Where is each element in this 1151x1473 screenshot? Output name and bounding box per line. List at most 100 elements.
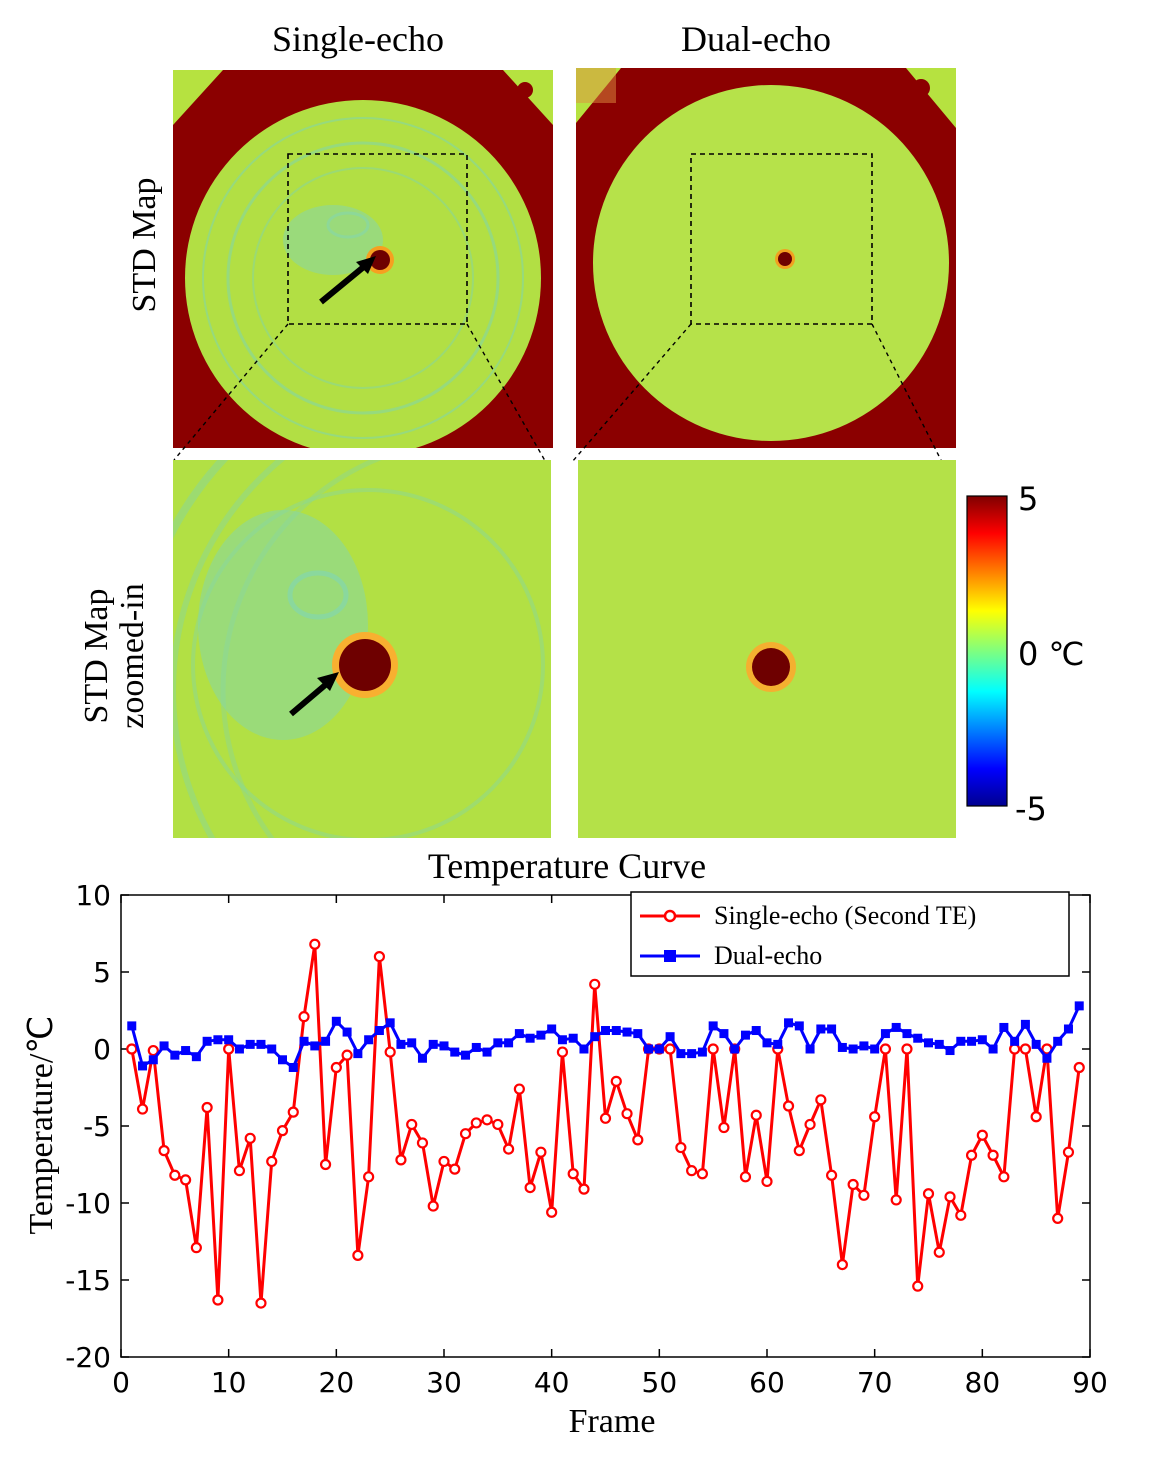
data-point <box>1063 1024 1073 1034</box>
data-point <box>707 1043 719 1055</box>
data-point <box>718 1121 730 1134</box>
connector-line <box>173 323 289 461</box>
data-point <box>837 1042 847 1052</box>
row-label-zoomed-line2: zoomed-in <box>114 583 151 729</box>
data-point <box>805 1044 815 1054</box>
data-point <box>384 1046 396 1058</box>
data-point <box>794 1021 804 1031</box>
zoom-connectors <box>173 323 945 467</box>
connector-line <box>571 323 692 463</box>
data-point <box>438 1155 450 1168</box>
series-layer <box>126 938 1085 1309</box>
chart-title: Temperature Curve <box>428 846 706 886</box>
data-point <box>309 938 321 950</box>
data-point <box>622 1027 632 1037</box>
x-tick-label: 60 <box>749 1366 785 1399</box>
data-point <box>493 1038 503 1048</box>
data-point <box>773 1039 783 1049</box>
legend: Single-echo (Second TE) Dual-echo <box>630 891 1070 977</box>
data-point <box>816 1024 826 1034</box>
ripple-ring <box>226 141 500 415</box>
legend-marker-dual-echo <box>664 950 676 962</box>
data-point <box>1052 1212 1064 1224</box>
data-point <box>825 1169 838 1181</box>
data-point <box>148 1055 158 1065</box>
data-point <box>287 1106 299 1118</box>
data-point <box>869 1111 881 1123</box>
data-point <box>524 1182 536 1194</box>
data-point <box>610 1075 622 1087</box>
data-point <box>470 1117 482 1129</box>
data-point <box>201 1101 213 1114</box>
data-point <box>890 1194 902 1206</box>
data-point <box>977 1035 987 1045</box>
data-point <box>1074 1001 1084 1011</box>
data-point <box>1042 1053 1052 1063</box>
data-point <box>675 1141 687 1154</box>
data-point <box>481 1114 493 1126</box>
data-point <box>633 1029 643 1039</box>
data-point <box>870 1044 880 1054</box>
data-point <box>858 1189 870 1201</box>
data-point <box>353 1049 363 1059</box>
data-point <box>233 1165 246 1177</box>
ripple-ring <box>202 117 524 439</box>
arrow-head <box>317 672 339 691</box>
data-point <box>234 1044 244 1054</box>
data-point <box>395 1154 407 1166</box>
data-point <box>589 978 601 990</box>
ripple-patch <box>283 205 383 275</box>
data-point <box>804 1118 816 1131</box>
data-point <box>922 1188 935 1200</box>
data-point <box>266 1155 278 1168</box>
data-point <box>945 1046 955 1056</box>
data-point <box>762 1038 772 1048</box>
data-point <box>525 1033 535 1043</box>
data-point <box>654 1044 664 1054</box>
x-tick-label: 90 <box>1072 1366 1108 1399</box>
y-tick-label: 10 <box>75 879 111 912</box>
data-point <box>352 1249 364 1261</box>
data-point <box>719 1029 729 1039</box>
data-point <box>1020 1019 1030 1029</box>
data-point <box>632 1134 644 1146</box>
arrow-shaft <box>289 678 332 717</box>
data-point <box>298 1011 310 1023</box>
y-tick-label: -5 <box>83 1110 111 1143</box>
x-tick-label: 80 <box>965 1366 1001 1399</box>
data-point <box>590 1032 600 1042</box>
data-point <box>933 1246 945 1258</box>
data-point <box>278 1055 287 1065</box>
temperature-chart: Temperature Curve 0 10 20 30 40 50 60 70 80 90 10… <box>23 846 1108 1440</box>
data-point <box>1073 1061 1085 1074</box>
x-tick-label: 0 <box>112 1366 130 1399</box>
data-point <box>374 1026 384 1036</box>
data-point <box>1062 1146 1075 1158</box>
zoom-box <box>690 153 873 325</box>
data-point <box>288 1062 298 1072</box>
data-point <box>321 1036 331 1046</box>
y-tick-label: 5 <box>93 956 111 989</box>
data-point <box>364 1035 374 1045</box>
data-point <box>158 1145 170 1157</box>
column-title-dual-echo: Dual-echo <box>681 19 831 59</box>
data-point <box>827 1024 837 1034</box>
data-point <box>126 1043 138 1055</box>
data-point <box>708 1021 718 1031</box>
data-point <box>611 1026 621 1036</box>
data-point <box>245 1039 255 1049</box>
row-label-std-map-zoomed: STD Map zoomed-in <box>78 536 151 776</box>
connector-line <box>466 323 549 467</box>
y-axis: 10 5 0 -5 -10 -15 -20 <box>65 879 1090 1374</box>
data-point <box>503 1143 515 1155</box>
data-point <box>319 1158 332 1171</box>
zoom-box <box>287 153 468 325</box>
data-point <box>579 1044 589 1054</box>
data-point <box>557 1035 567 1045</box>
data-point <box>815 1094 827 1106</box>
data-point <box>750 1109 762 1121</box>
std-map-dual-echo <box>576 68 956 448</box>
data-point <box>267 1044 277 1054</box>
data-point <box>330 1061 342 1074</box>
data-point <box>514 1029 524 1039</box>
